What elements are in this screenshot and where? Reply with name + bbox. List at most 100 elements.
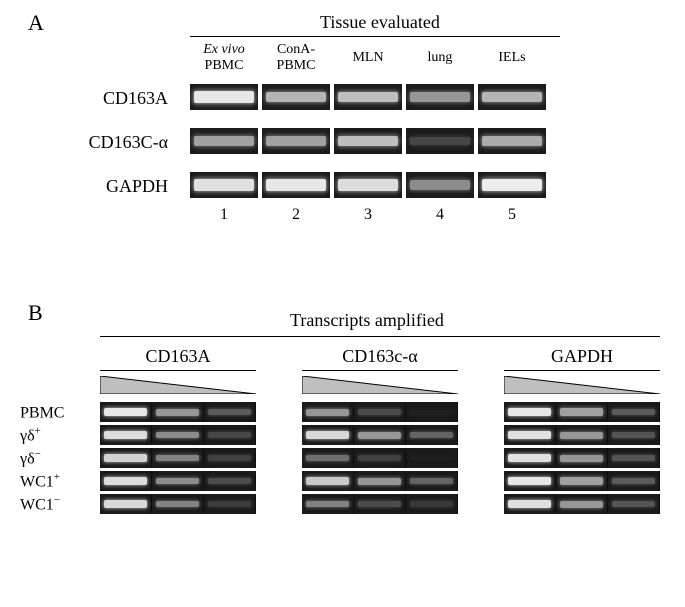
dilution-wedge-2 — [302, 376, 458, 394]
gel-lane — [504, 402, 556, 422]
panel-a-gel-row-3 — [190, 172, 546, 198]
gel-band — [508, 454, 551, 462]
gel-lane — [608, 471, 660, 491]
gel-lane — [556, 471, 608, 491]
col-4-line1: lung — [428, 50, 453, 65]
gel-band — [156, 478, 199, 485]
gel-lane — [406, 425, 458, 445]
gel-lane — [100, 402, 152, 422]
gel-lane — [354, 471, 406, 491]
panel-a-label: A — [28, 10, 44, 36]
gel-band — [410, 92, 470, 102]
gel-band — [208, 501, 251, 506]
gel-lane — [152, 448, 204, 468]
gel-row — [100, 402, 256, 422]
gel-lane — [406, 494, 458, 514]
gel-lane — [406, 448, 458, 468]
gel-lane — [302, 402, 354, 422]
gel-lane — [100, 448, 152, 468]
gel-row — [504, 448, 660, 468]
panel-a-row-1-label: CD163A — [48, 88, 168, 109]
gel-band — [306, 409, 349, 416]
gel-row — [100, 494, 256, 514]
panel-a-row-2-label: CD163C-α — [48, 132, 168, 153]
gel-lane — [152, 425, 204, 445]
gel-lane — [152, 494, 204, 514]
gel-band — [156, 455, 199, 462]
panel-a-col-1: Ex vivo PBMC — [190, 42, 258, 74]
gel-band — [208, 455, 251, 460]
gel-band — [560, 477, 603, 484]
gel-lane — [204, 448, 256, 468]
gel-lane — [204, 471, 256, 491]
gel-lane — [204, 425, 256, 445]
gel-band — [560, 501, 603, 508]
gel-lane — [608, 402, 660, 422]
gel-band — [306, 455, 349, 461]
gel-band — [482, 179, 542, 191]
gel-row — [100, 471, 256, 491]
gel-band — [482, 136, 542, 146]
gel-band — [410, 501, 453, 506]
col-5-line1: IELs — [498, 50, 525, 65]
gel-row — [100, 448, 256, 468]
panel-b-group-3-rule — [504, 370, 660, 371]
gel-band — [358, 432, 401, 439]
panel-b-group-3: GAPDH — [504, 346, 660, 367]
gel-lane — [478, 84, 546, 110]
gel-band — [338, 92, 398, 103]
gel-lane — [354, 402, 406, 422]
gel-row — [302, 402, 458, 422]
panel-b-group-2-rule — [302, 370, 458, 371]
gel-lane — [334, 128, 402, 154]
dilution-wedge-1 — [100, 376, 256, 394]
gel-band — [194, 179, 254, 191]
gel-band — [306, 431, 349, 439]
gel-band — [612, 501, 655, 507]
panel-b-row-1-label: PBMC — [20, 402, 90, 422]
panel-b-row-4-label: WC1+ — [20, 471, 90, 491]
gel-lane — [354, 494, 406, 514]
gel-lane — [204, 494, 256, 514]
gel-band — [358, 409, 401, 415]
gel-lane — [354, 425, 406, 445]
gel-lane — [406, 402, 458, 422]
gel-lane — [262, 84, 330, 110]
gel-band — [208, 409, 251, 415]
gel-band — [358, 478, 401, 485]
gel-band — [156, 501, 199, 508]
panel-b-group-2: CD163c-α — [302, 346, 458, 367]
gel-row — [504, 471, 660, 491]
gel-lane — [190, 172, 258, 198]
col-3-line1: MLN — [352, 50, 383, 65]
panel-b-row-2-label: γδ+ — [20, 425, 90, 445]
gel-lane — [262, 172, 330, 198]
gel-lane — [478, 172, 546, 198]
gel-lane — [556, 448, 608, 468]
panel-b-gel-block-1 — [100, 402, 256, 517]
gel-band — [306, 501, 349, 508]
gel-band — [410, 456, 453, 461]
gel-band — [508, 408, 551, 417]
panel-a-col-5: IELs — [478, 50, 546, 66]
panel-a-gel-row-2 — [190, 128, 546, 154]
gel-lane — [406, 128, 474, 154]
panel-b-label: B — [28, 300, 43, 326]
gel-lane — [406, 471, 458, 491]
panel-a-col-4: lung — [406, 50, 474, 66]
gel-lane — [556, 402, 608, 422]
gel-lane — [504, 448, 556, 468]
gel-band — [560, 432, 603, 439]
gel-band — [104, 408, 147, 417]
gel-lane — [100, 471, 152, 491]
gel-band — [410, 432, 453, 438]
panel-b-title: Transcripts amplified — [290, 310, 444, 331]
gel-band — [194, 136, 254, 146]
gel-band — [508, 500, 551, 508]
gel-lane — [100, 425, 152, 445]
gel-lane — [556, 425, 608, 445]
gel-band — [508, 431, 551, 439]
gel-lane — [608, 494, 660, 514]
gel-lane — [504, 425, 556, 445]
gel-band — [194, 91, 254, 103]
